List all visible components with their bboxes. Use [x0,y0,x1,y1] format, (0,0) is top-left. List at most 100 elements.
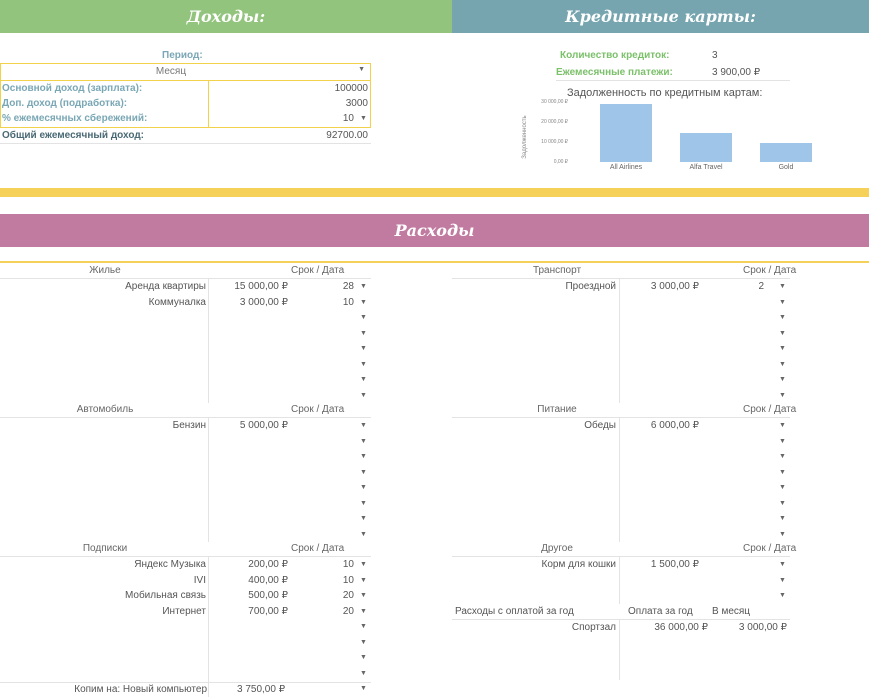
transport-item-amount[interactable]: 3 000,00 ₽ [650,281,699,292]
chart-bar [600,104,652,162]
chevron-down-icon[interactable]: ▼ [360,314,367,321]
main-income-input[interactable]: 100000 [334,83,368,94]
chevron-down-icon[interactable]: ▼ [360,422,367,429]
chevron-down-icon[interactable]: ▼ [779,484,786,491]
chevron-down-icon[interactable]: ▼ [360,515,367,522]
chevron-down-icon[interactable]: ▼ [360,329,367,337]
chevron-down-icon[interactable]: ▼ [360,437,367,445]
food-item-date[interactable] [710,418,764,433]
chevron-down-icon[interactable]: ▼ [779,345,786,352]
transport-item-date[interactable]: 2 [758,281,764,292]
chevron-down-icon[interactable]: ▼ [779,437,786,445]
housing-item-name: Коммуналка [148,296,206,308]
chevron-down-icon[interactable]: ▼ [360,499,367,507]
divider [452,556,790,557]
column-line [619,418,620,542]
chevron-down-icon[interactable]: ▼ [360,345,367,352]
subscriptions-item-date[interactable]: 10 [342,574,354,586]
total-income-value: 92700.00 [326,130,368,141]
income-header-title: Доходы: [186,7,266,26]
subscriptions-item-amount[interactable]: 500,00 ₽ [248,590,288,601]
transport-date-header: Срок / Дата [743,265,797,276]
chevron-down-icon[interactable]: ▼ [360,360,367,368]
yellow-divider [0,261,869,263]
chevron-down-icon[interactable]: ▼ [360,638,367,646]
chevron-down-icon[interactable]: ▼ [779,561,786,568]
chevron-down-icon[interactable]: ▼ [360,592,367,599]
chart-bar [760,143,812,162]
chevron-down-icon[interactable]: ▼ [779,298,786,306]
chevron-down-icon[interactable]: ▼ [779,592,786,599]
divider [452,278,790,279]
chevron-down-icon[interactable]: ▼ [779,376,786,383]
car-item-amount[interactable]: 5 000,00 ₽ [239,420,288,431]
chevron-down-icon[interactable]: ▼ [360,453,367,460]
chevron-down-icon[interactable]: ▼ [779,422,786,429]
food-item-amount[interactable]: 6 000,00 ₽ [650,420,699,431]
chevron-down-icon[interactable]: ▼ [358,66,365,73]
chevron-down-icon[interactable]: ▼ [779,515,786,522]
divider [452,417,790,418]
subscriptions-item-amount[interactable]: 700,00 ₽ [248,605,288,617]
chevron-down-icon[interactable]: ▼ [779,468,786,476]
chevron-down-icon[interactable]: ▼ [779,453,786,460]
other-item-date[interactable] [710,557,764,572]
x-category-label: Alfa Travel [689,164,723,171]
chevron-down-icon[interactable]: ▼ [360,623,367,630]
housing-item-date[interactable]: 28 [342,281,354,292]
savings-percent-select[interactable]: 10 [342,113,354,124]
savings-goal-label: Копим на: Новый компьютер [74,684,207,695]
chevron-down-icon[interactable]: ▼ [360,484,367,491]
chevron-down-icon[interactable]: ▼ [779,360,786,368]
chevron-down-icon[interactable]: ▼ [360,685,367,692]
chart-title: Задолженность по кредитным картам: [567,87,763,99]
subscriptions-section-title: Подписки [82,543,128,554]
subscriptions-item-date[interactable]: 20 [342,605,354,617]
yearly-col-month: В месяц [712,606,751,617]
chevron-down-icon[interactable]: ▼ [779,391,786,399]
column-line [619,557,620,604]
car-date-header: Срок / Дата [291,404,345,415]
yearly-item-year[interactable]: 36 000,00 ₽ [654,622,708,633]
chevron-down-icon[interactable]: ▼ [360,669,367,677]
chevron-down-icon[interactable]: ▼ [779,329,786,337]
yellow-band [0,188,869,197]
chevron-down-icon[interactable]: ▼ [779,576,786,584]
housing-item-amount[interactable]: 3 000,00 ₽ [239,296,288,308]
chevron-down-icon[interactable]: ▼ [360,607,367,615]
subscriptions-item-date[interactable]: 20 [342,590,354,601]
chevron-down-icon[interactable]: ▼ [779,283,786,290]
food-item-name: Обеды [584,420,616,431]
chevron-down-icon[interactable]: ▼ [360,115,367,122]
chevron-down-icon[interactable]: ▼ [360,576,367,584]
other-section-title: Другое [541,543,573,554]
chevron-down-icon[interactable]: ▼ [779,530,786,538]
chevron-down-icon[interactable]: ▼ [360,530,367,538]
chevron-down-icon[interactable]: ▼ [360,376,367,383]
chevron-down-icon[interactable]: ▼ [779,314,786,321]
housing-item-amount[interactable]: 15 000,00 ₽ [234,281,288,292]
x-category-label: Gold [778,164,794,171]
chevron-down-icon[interactable]: ▼ [360,654,367,661]
subscriptions-item-amount[interactable]: 400,00 ₽ [248,574,288,586]
y-tick-label: 10 000,00 ₽ [541,139,568,145]
divider [0,682,371,683]
chevron-down-icon[interactable]: ▼ [360,468,367,476]
period-select[interactable]: Месяц ▼ [0,63,371,81]
chevron-down-icon[interactable]: ▼ [779,499,786,507]
subscriptions-date-header: Срок / Дата [291,543,345,554]
column-line [208,279,209,403]
chevron-down-icon[interactable]: ▼ [360,283,367,290]
housing-item-date[interactable]: 10 [342,296,354,308]
income-header: Доходы: [0,0,452,33]
subscriptions-item-date[interactable]: 10 [342,559,354,570]
housing-item-name: Аренда квартиры [125,281,206,292]
other-item-amount[interactable]: 1 500,00 ₽ [650,559,699,570]
chart-bar [680,133,732,162]
chevron-down-icon[interactable]: ▼ [360,561,367,568]
car-item-date[interactable] [300,418,354,433]
chevron-down-icon[interactable]: ▼ [360,391,367,399]
chevron-down-icon[interactable]: ▼ [360,298,367,306]
subscriptions-item-amount[interactable]: 200,00 ₽ [248,559,288,570]
extra-income-input[interactable]: 3000 [345,98,368,109]
